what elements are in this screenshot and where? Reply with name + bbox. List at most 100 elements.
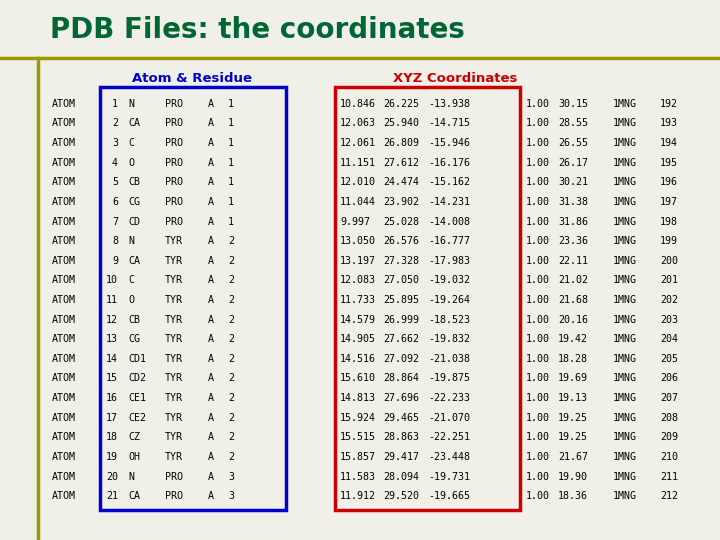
- Text: A: A: [208, 138, 214, 148]
- Text: 21.02: 21.02: [558, 275, 588, 285]
- Text: 2: 2: [228, 452, 234, 462]
- Text: O: O: [128, 295, 134, 305]
- Text: ATOM: ATOM: [52, 217, 76, 226]
- Text: 11.912: 11.912: [340, 491, 376, 501]
- Text: 5: 5: [112, 177, 118, 187]
- Text: 1MNG: 1MNG: [613, 374, 637, 383]
- Text: 2: 2: [228, 275, 234, 285]
- Text: 10.846: 10.846: [340, 99, 376, 109]
- Text: 200: 200: [660, 256, 678, 266]
- Text: -19.032: -19.032: [428, 275, 470, 285]
- Text: 211: 211: [660, 471, 678, 482]
- Text: 14: 14: [106, 354, 118, 364]
- Text: 6: 6: [112, 197, 118, 207]
- Text: ATOM: ATOM: [52, 452, 76, 462]
- Text: 19.42: 19.42: [558, 334, 588, 344]
- Text: 16: 16: [106, 393, 118, 403]
- Text: 2: 2: [228, 256, 234, 266]
- Text: 1MNG: 1MNG: [613, 177, 637, 187]
- Text: 1.00: 1.00: [526, 256, 550, 266]
- Text: A: A: [208, 315, 214, 325]
- Text: 1.00: 1.00: [526, 315, 550, 325]
- Text: 27.662: 27.662: [383, 334, 419, 344]
- Text: -18.523: -18.523: [428, 315, 470, 325]
- Text: ATOM: ATOM: [52, 275, 76, 285]
- Text: ATOM: ATOM: [52, 138, 76, 148]
- Text: 20.16: 20.16: [558, 315, 588, 325]
- Text: 2: 2: [228, 354, 234, 364]
- Text: 14.905: 14.905: [340, 334, 376, 344]
- Text: CE2: CE2: [128, 413, 146, 423]
- Text: 1.00: 1.00: [526, 334, 550, 344]
- Text: 14.516: 14.516: [340, 354, 376, 364]
- Text: TYR: TYR: [165, 452, 183, 462]
- Text: 1.00: 1.00: [526, 491, 550, 501]
- Text: PRO: PRO: [165, 217, 183, 226]
- Text: -21.070: -21.070: [428, 413, 470, 423]
- Text: 208: 208: [660, 413, 678, 423]
- Text: PRO: PRO: [165, 197, 183, 207]
- Text: 8: 8: [112, 236, 118, 246]
- Text: -19.875: -19.875: [428, 374, 470, 383]
- Text: 30.15: 30.15: [558, 99, 588, 109]
- Text: -16.777: -16.777: [428, 236, 470, 246]
- Text: 1MNG: 1MNG: [613, 118, 637, 129]
- Text: A: A: [208, 452, 214, 462]
- Text: A: A: [208, 295, 214, 305]
- Text: TYR: TYR: [165, 315, 183, 325]
- Text: 12.083: 12.083: [340, 275, 376, 285]
- Text: 1MNG: 1MNG: [613, 334, 637, 344]
- Text: -21.038: -21.038: [428, 354, 470, 364]
- Text: 1MNG: 1MNG: [613, 491, 637, 501]
- Text: CG: CG: [128, 334, 140, 344]
- Text: 206: 206: [660, 374, 678, 383]
- Text: 1.00: 1.00: [526, 177, 550, 187]
- Text: -19.264: -19.264: [428, 295, 470, 305]
- Text: C: C: [128, 138, 134, 148]
- Text: ATOM: ATOM: [52, 393, 76, 403]
- Text: 31.86: 31.86: [558, 217, 588, 226]
- Text: -14.008: -14.008: [428, 217, 470, 226]
- Text: 1MNG: 1MNG: [613, 99, 637, 109]
- Text: 31.38: 31.38: [558, 197, 588, 207]
- Text: A: A: [208, 158, 214, 167]
- Text: CB: CB: [128, 177, 140, 187]
- Text: 1: 1: [228, 99, 234, 109]
- Text: 26.55: 26.55: [558, 138, 588, 148]
- Text: A: A: [208, 334, 214, 344]
- Text: O: O: [128, 158, 134, 167]
- Text: ATOM: ATOM: [52, 177, 76, 187]
- Text: 1MNG: 1MNG: [613, 413, 637, 423]
- Text: PRO: PRO: [165, 138, 183, 148]
- Text: 30.21: 30.21: [558, 177, 588, 187]
- Text: ATOM: ATOM: [52, 118, 76, 129]
- Text: 2: 2: [228, 315, 234, 325]
- Text: -19.832: -19.832: [428, 334, 470, 344]
- Text: -23.448: -23.448: [428, 452, 470, 462]
- Text: A: A: [208, 217, 214, 226]
- Text: 19.25: 19.25: [558, 433, 588, 442]
- Text: ATOM: ATOM: [52, 158, 76, 167]
- Text: 1MNG: 1MNG: [613, 158, 637, 167]
- Text: 202: 202: [660, 295, 678, 305]
- Text: 27.050: 27.050: [383, 275, 419, 285]
- Text: 1.00: 1.00: [526, 236, 550, 246]
- Text: 1.00: 1.00: [526, 295, 550, 305]
- Bar: [335, 87, 520, 510]
- Text: 25.940: 25.940: [383, 118, 419, 129]
- Text: N: N: [128, 99, 134, 109]
- Text: 19.25: 19.25: [558, 413, 588, 423]
- Text: 1MNG: 1MNG: [613, 433, 637, 442]
- Text: 18.28: 18.28: [558, 354, 588, 364]
- Text: 1MNG: 1MNG: [613, 217, 637, 226]
- Text: 1.00: 1.00: [526, 471, 550, 482]
- Text: 18: 18: [106, 433, 118, 442]
- Text: CD: CD: [128, 217, 140, 226]
- Text: PRO: PRO: [165, 491, 183, 501]
- Text: 10: 10: [106, 275, 118, 285]
- Text: 1MNG: 1MNG: [613, 275, 637, 285]
- Text: 24.474: 24.474: [383, 177, 419, 187]
- Text: 12.010: 12.010: [340, 177, 376, 187]
- Text: A: A: [208, 374, 214, 383]
- Text: A: A: [208, 413, 214, 423]
